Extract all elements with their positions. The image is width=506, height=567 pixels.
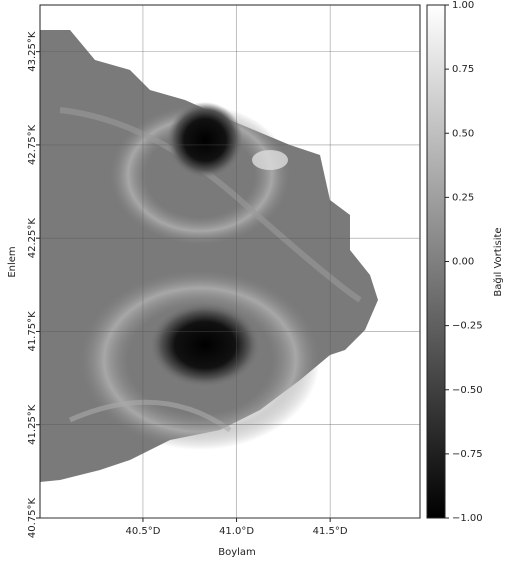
colorbar-tick-label: 0.00	[452, 257, 474, 268]
colorbar-tick-label: 0.50	[452, 128, 474, 139]
colorbar-label: Bağıl Vortisite	[492, 227, 504, 296]
colorbar-tick-label: −0.50	[452, 385, 483, 396]
y-tick-label: 40.75°K	[27, 497, 38, 538]
colorbar-tick-label: −1.00	[452, 513, 483, 524]
y-axis-label: Enlem	[7, 246, 18, 277]
x-tick-label: 41.0°D	[219, 526, 254, 537]
y-tick-label: 41.25°K	[27, 404, 38, 445]
field	[40, 30, 378, 482]
y-tick-label: 43.25°K	[27, 31, 38, 72]
y-tick-label: 42.75°K	[27, 124, 38, 165]
colorbar-tick-label: 0.75	[452, 64, 474, 75]
x-tick-label: 40.5°D	[125, 526, 160, 537]
x-axis-label: Boylam	[218, 547, 256, 558]
x-tick-label: 41.5°D	[313, 526, 348, 537]
colorbar-tick-label: 1.00	[452, 0, 474, 11]
y-tick-label: 42.25°K	[27, 218, 38, 259]
y-tick-label: 41.75°K	[27, 311, 38, 352]
colorbar-tick-label: 0.25	[452, 192, 474, 203]
colorbar	[426, 4, 446, 519]
colorbar-tick-label: −0.75	[452, 449, 483, 460]
colorbar-tick-label: −0.25	[452, 321, 483, 332]
